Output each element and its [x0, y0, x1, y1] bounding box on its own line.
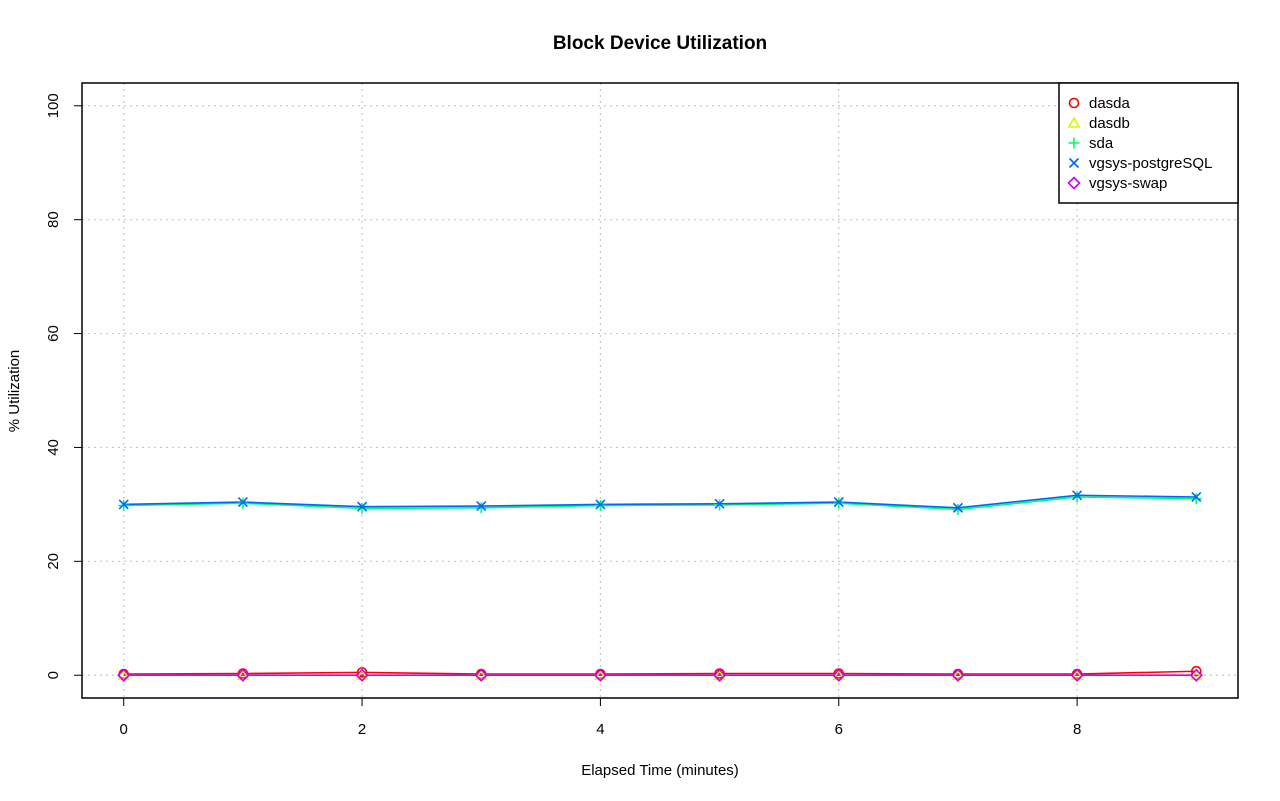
data-point-dasdb	[951, 668, 965, 681]
data-point-vgsys-postgreSQL	[1072, 490, 1083, 501]
data-point-vgsys-swap	[832, 668, 846, 682]
x-axis: 0 2 4 6 8	[120, 697, 1081, 738]
data-point-sda	[118, 500, 130, 512]
data-point-sda	[833, 497, 845, 509]
data-point-dasdb	[1070, 668, 1084, 681]
x-tick-label: 0	[120, 721, 128, 738]
legend: dasda dasdb sda vgsys-postgreSQL vgsys-swap	[1058, 82, 1239, 204]
data-point-vgsys-swap	[474, 668, 488, 682]
data-point-vgsys-swap	[117, 668, 131, 682]
grid	[82, 83, 1238, 698]
data-point-sda	[475, 502, 487, 514]
chart-title: Block Device Utilization	[553, 33, 767, 54]
y-tick-label: 20	[45, 553, 62, 570]
data-point-vgsys-swap	[1070, 668, 1084, 682]
data-point-vgsys-postgreSQL	[595, 499, 606, 510]
data-point-sda	[1071, 491, 1083, 503]
legend-marker-vgsys-swap	[1067, 176, 1081, 190]
data-point-dasda	[356, 667, 368, 678]
data-point-sda	[237, 497, 249, 509]
data-point-vgsys-postgreSQL	[1191, 491, 1202, 503]
legend-box	[1058, 82, 1239, 204]
data-point-vgsys-swap	[593, 668, 608, 682]
x-tick-label: 8	[1073, 721, 1081, 738]
data-point-dasdb	[117, 668, 131, 681]
legend-label: vgsys-postgreSQL	[1089, 155, 1212, 172]
data-point-dasdb	[832, 668, 846, 681]
data-point-sda	[356, 502, 368, 514]
data-point-sda	[594, 500, 606, 512]
data-point-vgsys-postgreSQL	[356, 501, 368, 512]
data-point-vgsys-postgreSQL	[714, 498, 725, 509]
data-point-dasdb	[594, 668, 607, 681]
data-point-vgsys-postgreSQL	[833, 497, 844, 508]
data-point-sda	[1190, 493, 1202, 505]
y-tick-label: 100	[45, 93, 62, 118]
data-point-vgsys-swap	[712, 668, 727, 682]
x-axis-label: Elapsed Time (minutes)	[581, 762, 739, 779]
legend-label: dasda	[1089, 95, 1131, 112]
series-line-vgsys-postgreSQL	[123, 494, 1197, 509]
y-axis: 0 20 40 60 80 100	[45, 93, 83, 679]
series-points	[117, 490, 1203, 682]
data-point-vgsys-swap	[951, 668, 965, 682]
y-tick-label: 0	[45, 671, 62, 679]
legend-label: vgsys-swap	[1089, 175, 1167, 192]
x-tick-label: 2	[358, 721, 366, 738]
data-point-vgsys-swap	[1189, 668, 1203, 682]
data-point-sda	[714, 499, 726, 511]
y-tick-label: 60	[45, 325, 62, 342]
data-point-vgsys-postgreSQL	[476, 501, 487, 512]
legend-marker-dasda	[1068, 97, 1080, 109]
x-tick-label: 4	[596, 721, 604, 738]
legend-marker-vgsys-postgreSQL	[1068, 157, 1080, 169]
data-point-vgsys-postgreSQL	[118, 499, 129, 510]
data-point-vgsys-swap	[355, 668, 369, 682]
data-point-vgsys-postgreSQL	[952, 502, 964, 513]
legend-label: sda	[1089, 135, 1114, 152]
series-line-sda	[123, 496, 1197, 511]
y-tick-label: 40	[45, 439, 62, 456]
legend-marker-dasdb	[1067, 116, 1081, 128]
series-lines	[123, 494, 1197, 677]
legend-label: dasdb	[1089, 115, 1130, 132]
x-tick-label: 6	[835, 721, 843, 738]
data-point-vgsys-postgreSQL	[237, 497, 248, 508]
legend-marker-sda	[1068, 137, 1080, 149]
y-tick-label: 80	[45, 211, 62, 228]
data-point-dasdb	[355, 668, 369, 681]
data-point-dasdb	[1189, 668, 1203, 681]
data-point-vgsys-swap	[236, 668, 250, 682]
data-point-dasdb	[713, 668, 726, 681]
data-point-dasdb	[236, 668, 250, 681]
y-axis-label: % Utilization	[6, 350, 23, 433]
data-point-dasdb	[474, 668, 488, 681]
series-line-dasda	[123, 670, 1197, 675]
data-point-dasda	[1190, 665, 1202, 677]
data-point-sda	[952, 504, 964, 516]
